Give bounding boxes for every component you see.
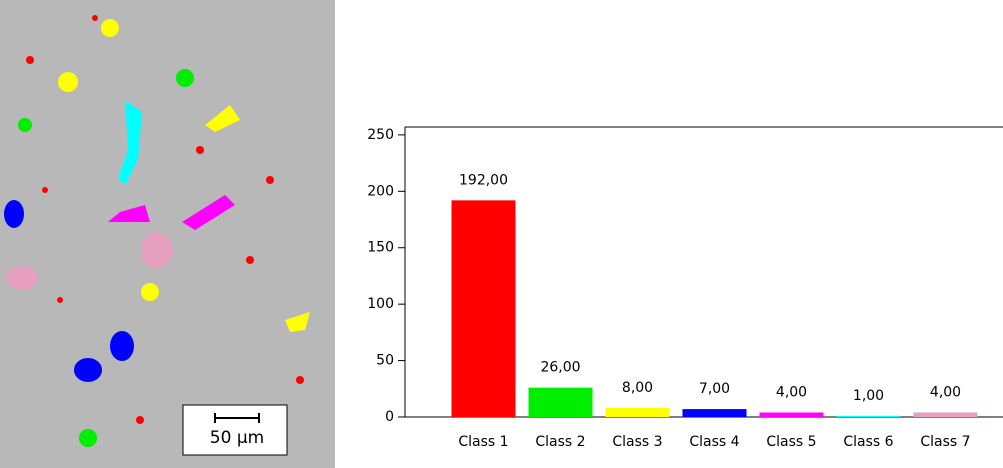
- x-tick-label: Class 7: [920, 434, 970, 450]
- y-tick-label: 150: [367, 240, 394, 256]
- particle: [136, 416, 144, 424]
- particle: [110, 331, 134, 361]
- micrograph-background: [0, 0, 335, 468]
- bar: [528, 387, 593, 417]
- particle: [101, 19, 119, 37]
- particle: [176, 69, 194, 87]
- particle: [196, 146, 204, 154]
- y-tick-label: 200: [367, 183, 394, 199]
- y-tick-label: 100: [367, 296, 394, 312]
- micrograph: 50 µm: [0, 0, 335, 468]
- bar: [836, 415, 901, 417]
- scale-box: [182, 404, 288, 456]
- particle: [58, 72, 78, 92]
- value-label: 1,00: [853, 388, 884, 404]
- particle: [26, 56, 34, 64]
- particle: [92, 15, 98, 21]
- particle: [42, 187, 48, 193]
- chart: 0 50 100 150 200 250 Class 1 192,00 Class 2 26,00…: [367, 126, 1003, 450]
- value-label: 192,00: [459, 172, 508, 188]
- particle: [108, 205, 150, 222]
- particle: [296, 376, 304, 384]
- particle: [4, 200, 24, 228]
- value-label: 26,00: [540, 360, 580, 376]
- x-tick-label: Class 3: [612, 434, 662, 450]
- particle: [246, 256, 254, 264]
- x-tick-label: Class 6: [843, 434, 893, 450]
- particle: [79, 429, 97, 447]
- x-tick-label: Class 5: [766, 434, 816, 450]
- particle: [141, 232, 173, 268]
- particle: [18, 118, 32, 132]
- particle: [285, 312, 310, 332]
- y-tick-label: 250: [367, 127, 394, 143]
- particle: [118, 100, 142, 185]
- particle: [6, 266, 38, 290]
- x-tick-label: Class 4: [689, 434, 739, 450]
- particle: [141, 283, 159, 301]
- value-label: 4,00: [930, 384, 961, 400]
- bar: [451, 200, 516, 417]
- scale-label: 50 µm: [210, 428, 264, 448]
- y-tick-label: 0: [385, 409, 394, 425]
- particle: [74, 358, 102, 382]
- bar: [759, 412, 824, 417]
- bar: [605, 407, 670, 417]
- particle: [205, 105, 240, 132]
- scale-bar: [214, 413, 260, 423]
- value-label: 8,00: [622, 380, 653, 396]
- bar: [913, 412, 978, 417]
- x-tick-label: Class 2: [535, 434, 585, 450]
- value-label: 4,00: [776, 384, 807, 400]
- particle: [266, 176, 274, 184]
- particle: [57, 297, 63, 303]
- y-tick-label: 50: [376, 353, 394, 369]
- value-label: 7,00: [699, 381, 730, 397]
- particle: [182, 195, 235, 230]
- x-tick-label: Class 1: [458, 434, 508, 450]
- bar: [682, 409, 747, 417]
